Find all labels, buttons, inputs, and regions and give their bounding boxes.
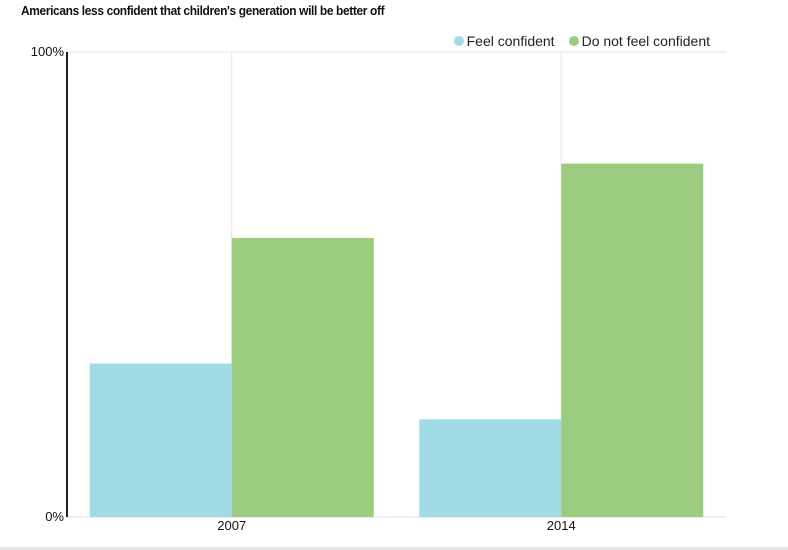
y-tick-label-100: 100% xyxy=(31,44,65,59)
bar-2007-feel-confident xyxy=(89,363,232,517)
bar-2007-do-not-feel-confident xyxy=(231,238,374,517)
x-tick-label-2007: 2007 xyxy=(217,518,246,533)
legend-swatch-feel-confident xyxy=(453,36,464,46)
legend-swatch-do-not-feel-confident xyxy=(568,36,579,46)
x-tick-label-2014: 2014 xyxy=(547,518,576,533)
chart-title: Americans less confident that children's… xyxy=(21,3,385,18)
bottom-divider xyxy=(0,547,788,550)
y-tick-label-0: 0% xyxy=(45,509,64,524)
legend: Feel confident Do not feel confident xyxy=(453,33,710,49)
legend-item-do-not-feel-confident[interactable]: Do not feel confident xyxy=(568,33,710,49)
legend-label-do-not-feel-confident: Do not feel confident xyxy=(581,33,710,49)
legend-item-feel-confident[interactable]: Feel confident xyxy=(453,33,555,49)
legend-label-feel-confident: Feel confident xyxy=(466,33,555,49)
bar-2014-feel-confident xyxy=(419,419,562,517)
bar-2014-do-not-feel-confident xyxy=(561,163,704,517)
